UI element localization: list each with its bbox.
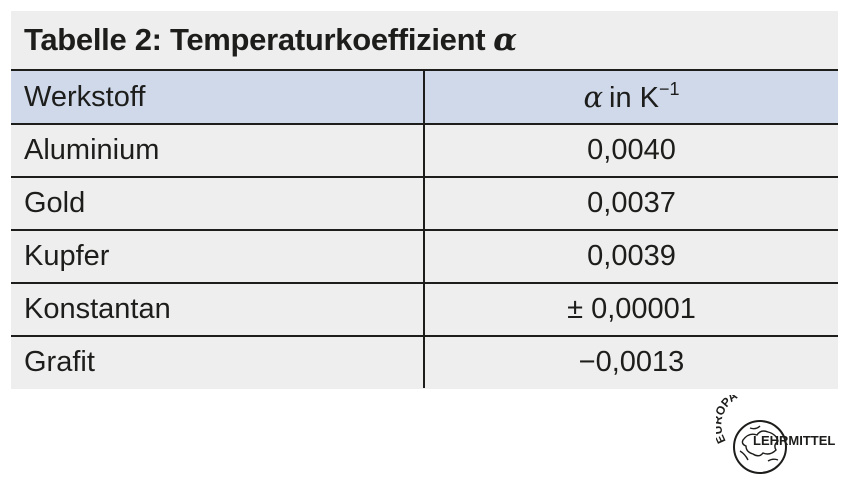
globe-icon — [733, 420, 787, 474]
material-cell: Konstantan — [11, 282, 425, 336]
value-cell: 0,0040 — [424, 123, 838, 177]
table-row: Aluminium 0,0040 — [11, 123, 838, 177]
temperature-coefficient-table: Tabelle 2: Temperaturkoeffizient α Werks… — [11, 11, 838, 389]
coefficient-table: Werkstoff α in K−1 Aluminium 0,0040 Gold … — [11, 69, 838, 388]
table-header-row: Werkstoff α in K−1 — [11, 69, 838, 124]
header-alpha-unit: in K — [609, 81, 660, 114]
header-alpha: α in K−1 — [424, 69, 838, 124]
header-alpha-exponent: −1 — [659, 78, 680, 99]
logo-side-text: LEHRMITTEL — [753, 433, 835, 448]
table-row: Grafit −0,0013 — [11, 335, 838, 388]
material-cell: Aluminium — [11, 123, 425, 177]
material-cell: Kupfer — [11, 229, 425, 283]
table-row: Kupfer 0,0039 — [11, 229, 838, 283]
table-row: Gold 0,0037 — [11, 176, 838, 230]
europa-lehrmittel-logo: EUROPA LEHRMITTEL — [716, 395, 835, 474]
material-cell: Grafit — [11, 335, 425, 388]
value-cell: 0,0039 — [424, 229, 838, 283]
value-cell: ± 0,00001 — [424, 282, 838, 336]
value-cell: 0,0037 — [424, 176, 838, 230]
header-alpha-symbol: α — [583, 79, 604, 114]
header-material: Werkstoff — [11, 69, 425, 124]
material-cell: Gold — [11, 176, 425, 230]
table-row: Konstantan ± 0,00001 — [11, 282, 838, 336]
table-title: Tabelle 2: Temperaturkoeffizient — [24, 22, 486, 57]
table-title-row: Tabelle 2: Temperaturkoeffizient α — [11, 11, 838, 69]
table-title-symbol: α — [493, 22, 518, 58]
value-cell: −0,0013 — [424, 335, 838, 388]
